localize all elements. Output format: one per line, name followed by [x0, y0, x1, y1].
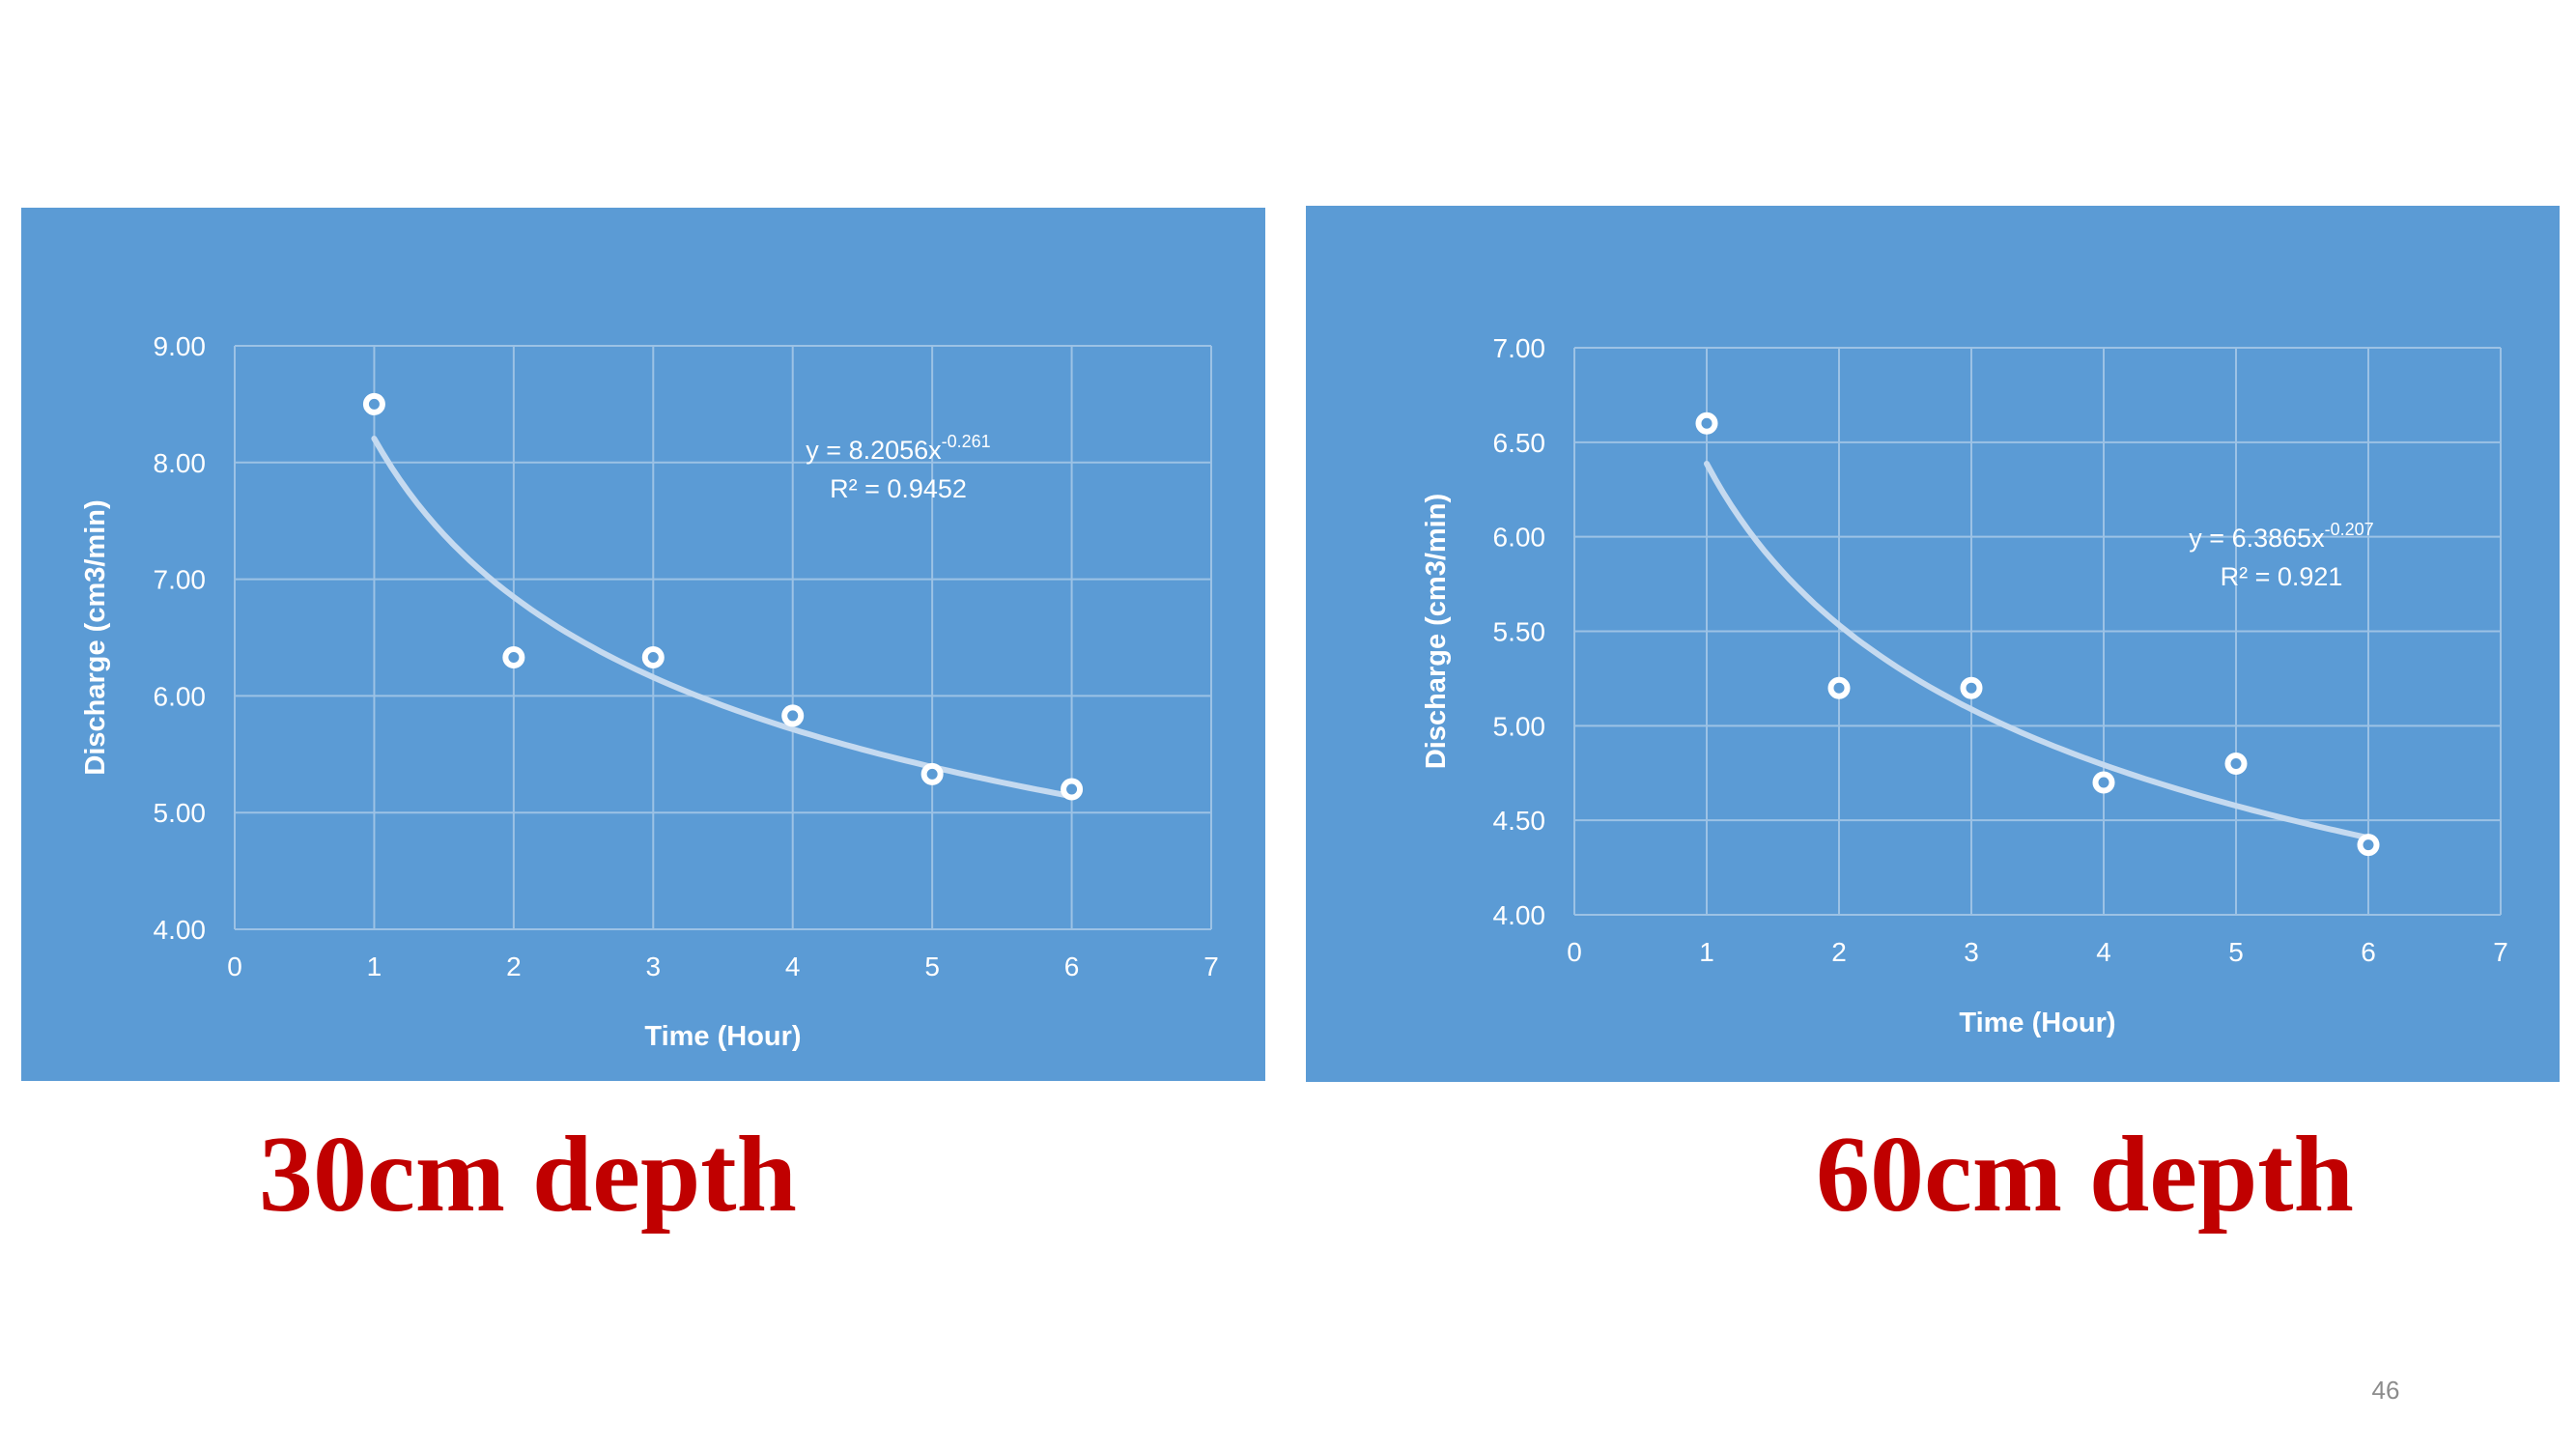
chart-60cm: 0 1 2 3 4 5 6 7 4.00 4.50 5.00 5.50 6.00 6.50 7.00 Time…: [1421, 333, 2508, 1038]
y-tick-label: 7.00: [154, 565, 207, 595]
x-tick-label: 7: [2493, 937, 2508, 967]
data-point: [1960, 676, 1983, 699]
y-tick-label: 4.00: [154, 915, 207, 945]
power-trendline: [371, 436, 1075, 800]
x-tick-label: 2: [506, 952, 522, 981]
x-axis-title: Time (Hour): [644, 1021, 801, 1052]
y-tick-label: 4.50: [1493, 806, 1546, 836]
data-point: [781, 704, 805, 727]
data-point: [2224, 752, 2248, 775]
data-point: [1827, 676, 1851, 699]
x-tick-label: 3: [1964, 937, 1979, 967]
x-tick-label: 6: [1064, 952, 1080, 981]
data-point: [2092, 771, 2115, 794]
x-tick-label: 6: [2361, 937, 2376, 967]
y-tick-label: 6.00: [154, 681, 207, 711]
chart-30cm: 0 1 2 3 4 5 6 7 4.00 5.00 6.00 7.00 8.00 9.00 Time (Ho…: [80, 331, 1219, 1052]
trendline-equation: y = 8.2056x-0.261: [806, 432, 990, 465]
y-tick-label: 5.00: [1493, 711, 1546, 741]
x-tick-label: 7: [1203, 952, 1219, 981]
data-point: [920, 762, 944, 785]
x-tick-label: 3: [645, 952, 661, 981]
caption-30cm: 30cm depth: [259, 1115, 797, 1235]
y-tick-label: 7.00: [1493, 333, 1546, 363]
data-point: [641, 646, 665, 669]
y-axis-title: Discharge (cm3/min): [1421, 494, 1452, 769]
y-tick-label: 9.00: [154, 331, 207, 361]
x-tick-label: 1: [1699, 937, 1714, 967]
y-axis-title: Discharge (cm3/min): [80, 499, 111, 775]
y-tick-label: 6.50: [1493, 428, 1546, 458]
y-tick-label: 4.00: [1493, 900, 1546, 930]
y-tick-label: 5.50: [1493, 617, 1546, 647]
x-tick-label: 5: [2228, 937, 2244, 967]
power-trendline: [1704, 461, 2371, 841]
x-tick-label: 4: [785, 952, 801, 981]
chart-panel-60cm: 0 1 2 3 4 5 6 7 4.00 4.50 5.00 5.50 6.00 6.50 7.00 Time…: [1306, 206, 2560, 1082]
caption-60cm: 60cm depth: [1816, 1115, 2354, 1235]
y-tick-label: 6.00: [1493, 523, 1546, 553]
chart-panel-30cm: 0 1 2 3 4 5 6 7 4.00 5.00 6.00 7.00 8.00 9.00 Time (Ho…: [21, 208, 1265, 1081]
x-tick-label: 0: [1567, 937, 1582, 967]
x-tick-label: 2: [1831, 937, 1847, 967]
r-squared-label: R² = 0.9452: [830, 474, 967, 503]
trendline-equation: y = 6.3865x-0.207: [2189, 520, 2373, 553]
r-squared-label: R² = 0.921: [2221, 562, 2343, 591]
x-axis-title: Time (Hour): [1959, 1008, 2115, 1038]
y-tick-label: 8.00: [154, 448, 207, 478]
x-tick-label: 5: [924, 952, 940, 981]
data-point: [2357, 834, 2380, 857]
x-tick-label: 0: [227, 952, 242, 981]
slide-number: 46: [2371, 1376, 2400, 1405]
y-tick-label: 5.00: [154, 798, 207, 828]
data-point: [362, 392, 385, 415]
x-tick-label: 1: [367, 952, 382, 981]
data-point: [1695, 412, 1718, 435]
x-tick-label: 4: [2096, 937, 2111, 967]
data-point: [502, 646, 525, 669]
data-point: [1061, 778, 1084, 801]
